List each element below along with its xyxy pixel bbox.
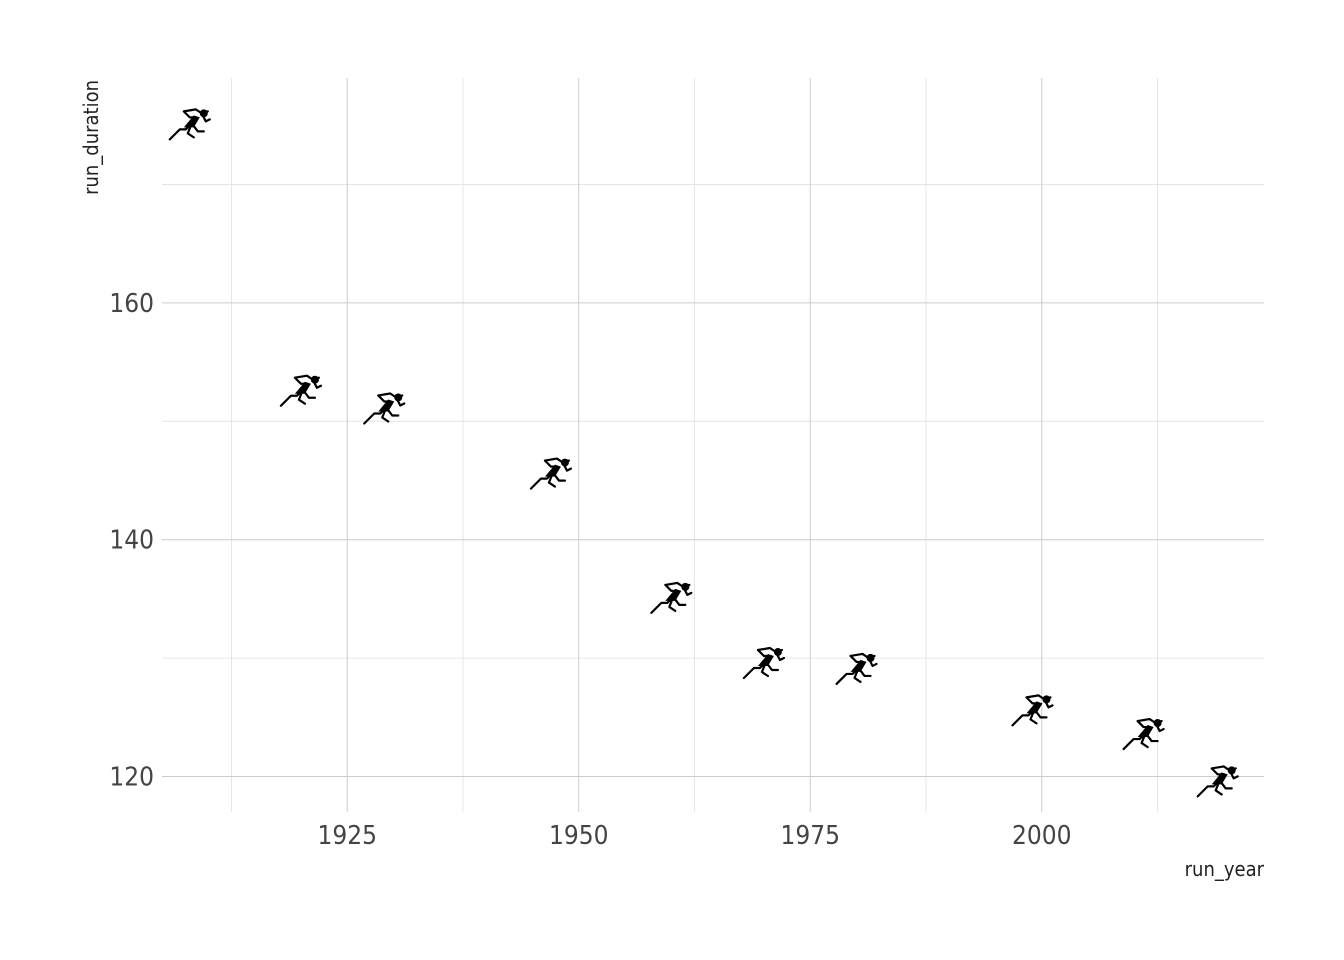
runner-icon <box>650 581 693 615</box>
x-tick-labels: 1925 1950 1975 2000 <box>317 821 1071 851</box>
major-gridlines <box>162 78 1264 812</box>
runner-icon <box>742 646 786 680</box>
x-tick-label: 1925 <box>317 821 377 851</box>
data-points <box>168 108 1239 798</box>
y-tick-labels: 120 140 160 <box>109 289 154 793</box>
runner-icon <box>168 108 211 141</box>
minor-gridlines <box>162 78 1264 812</box>
y-axis-title: run_duration <box>79 80 103 195</box>
runner-icon <box>1196 765 1239 798</box>
runner-icon <box>363 392 406 425</box>
y-tick-label: 120 <box>109 762 154 792</box>
runner-icon <box>279 374 323 407</box>
y-tick-label: 140 <box>109 526 154 556</box>
y-tick-label: 160 <box>109 289 154 319</box>
x-tick-label: 2000 <box>1012 821 1072 851</box>
x-tick-label: 1950 <box>549 821 609 851</box>
x-axis-title: run_year <box>1185 857 1265 881</box>
x-tick-label: 1975 <box>780 821 840 851</box>
runner-icon <box>1011 694 1054 727</box>
runner-icon <box>529 457 573 490</box>
